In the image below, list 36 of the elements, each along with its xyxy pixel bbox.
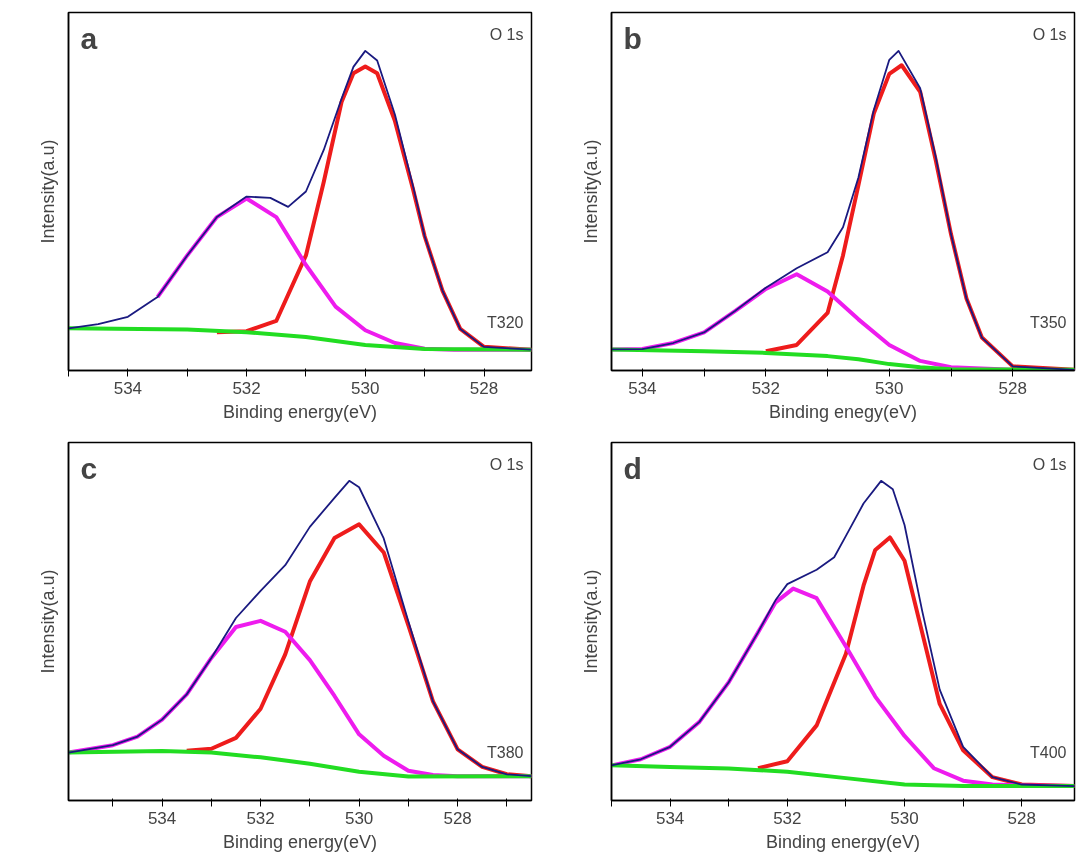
text: O 1s [489,25,524,43]
x-tick-label: 534 [113,378,143,398]
x-axis-title: Binding energy(eV) [222,401,378,422]
x-tick-label: 528 [1007,808,1036,828]
y-axis-title: Intensity(a.u) [37,569,58,674]
text: O 1s [1032,455,1067,473]
x-tick-label: 528 [998,378,1027,398]
annotation: T380 [487,743,524,761]
x-tick-label: 534 [628,378,657,398]
x-axis-title: Binding energy(eV) [765,831,921,852]
x-tick-label: 528 [469,378,499,398]
x-tick-label: 530 [875,378,904,398]
x-tick-label: 530 [351,378,380,398]
x-tick-label: 528 [443,808,472,828]
x-tick-label: 532 [246,808,275,828]
x-axis-title: Binding energy(eV) [222,831,378,852]
annotation: T400 [1030,743,1067,761]
x-tick-label: 530 [344,808,374,828]
x-tick-label: 532 [773,808,802,828]
text: O 1s [489,455,524,473]
chart-title: d [623,451,642,485]
annotation: T350 [1030,313,1067,331]
x-tick-label: 534 [147,808,177,828]
x-tick-label: 534 [655,808,685,828]
chart-title: b [623,21,642,55]
annotation: T320 [487,313,524,331]
x-tick-label: 532 [232,378,261,398]
x-tick-label: 532 [751,378,781,398]
y-axis-title: Intensity(a.u) [580,569,601,674]
chart-title: c [80,451,98,485]
text: O 1s [1032,25,1067,43]
x-tick-label: 530 [890,808,919,828]
y-axis-title: Intensity(a.u) [580,139,601,244]
chart-title: a [80,21,98,55]
y-axis-title: Intensity(a.u) [37,139,58,244]
x-axis-title: Binding enegy(eV) [768,401,918,422]
